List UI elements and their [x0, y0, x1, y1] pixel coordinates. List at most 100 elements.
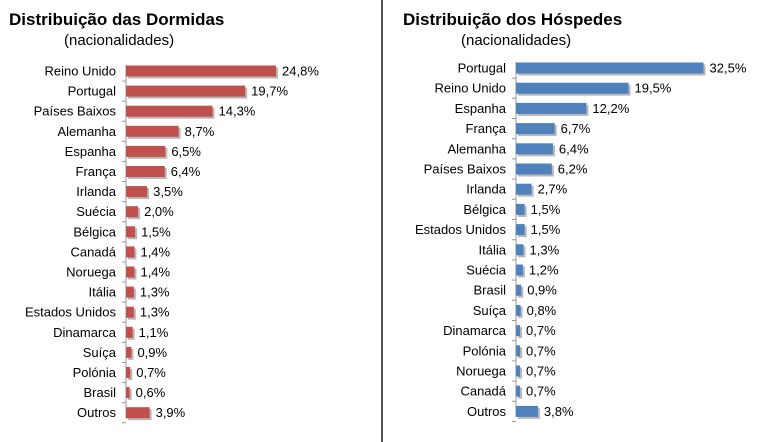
left-bar — [126, 367, 131, 378]
left-bar — [126, 266, 135, 278]
left-bar-chart: Reino Unido 24,8% Portugal 19,7% Países Baix… — [25, 64, 319, 424]
left-bar — [126, 186, 148, 198]
right-bar — [516, 143, 553, 155]
left-category-label: Dinamarca — [53, 325, 117, 340]
left-value-label: 6,4% — [171, 164, 201, 179]
right-bar — [516, 203, 525, 215]
left-category-label: Bélgica — [73, 224, 116, 239]
right-value-label: 0,7% — [526, 323, 556, 338]
left-chart-subtitle: (nacionalidades) — [64, 32, 175, 49]
left-category-label: Reino Unido — [44, 64, 116, 79]
left-bar — [126, 65, 277, 77]
right-category-label: Suécia — [466, 263, 507, 278]
right-bar — [516, 325, 521, 337]
right-value-label: 6,7% — [561, 121, 591, 136]
right-value-label: 3,8% — [544, 404, 574, 419]
right-category-label: Bélgica — [463, 202, 506, 217]
left-value-label: 0,7% — [136, 365, 166, 380]
left-bar — [126, 346, 132, 358]
right-value-label: 0,7% — [526, 364, 556, 379]
left-value-label: 3,5% — [153, 184, 183, 199]
left-value-label: 6,5% — [171, 144, 201, 159]
right-bar — [516, 62, 704, 74]
left-bar — [126, 166, 165, 177]
right-bar — [516, 284, 522, 296]
right-category-label: Brasil — [473, 283, 506, 298]
left-bar — [126, 246, 135, 258]
right-category-label: Suíça — [473, 303, 507, 318]
left-category-label: Noruega — [66, 265, 117, 280]
left-category-label: Suécia — [76, 204, 117, 219]
right-bar — [516, 244, 524, 256]
left-value-label: 1,3% — [140, 305, 170, 320]
right-value-label: 0,7% — [526, 343, 556, 358]
left-bar — [126, 387, 130, 399]
left-value-label: 0,9% — [137, 345, 167, 360]
right-chart-subtitle: (nacionalidades) — [461, 32, 572, 49]
right-value-label: 19,5% — [635, 81, 672, 96]
left-bar — [126, 125, 179, 137]
right-value-label: 32,5% — [710, 61, 747, 76]
left-value-label: 0,6% — [136, 385, 166, 400]
right-bar — [516, 345, 521, 357]
left-bar-shadow — [128, 389, 132, 401]
left-bar — [126, 85, 246, 97]
left-value-label: 1,4% — [140, 244, 170, 259]
left-category-label: França — [76, 164, 117, 179]
right-chart-panel: Distribuição dos Hóspedes (nacionalidade… — [386, 0, 759, 442]
left-category-label: Brasil — [83, 385, 116, 400]
right-chart-title: Distribuição dos Hóspedes — [403, 10, 623, 29]
panel-divider — [381, 0, 383, 442]
left-bar — [126, 286, 134, 298]
right-category-label: França — [466, 121, 507, 136]
right-bar — [516, 304, 521, 316]
right-value-label: 0,7% — [526, 384, 556, 399]
right-value-label: 1,3% — [530, 242, 560, 257]
left-category-label: Estados Unidos — [25, 305, 117, 320]
left-value-label: 1,5% — [141, 224, 171, 239]
right-bar — [516, 264, 523, 276]
right-bar — [516, 365, 521, 377]
left-chart-panel: Distribuição das Dormidas (nacionalidade… — [9, 10, 319, 424]
right-value-label: 0,8% — [527, 303, 557, 318]
left-category-label: Polónia — [73, 365, 117, 380]
right-category-label: Dinamarca — [443, 323, 507, 338]
left-value-label: 2,0% — [144, 204, 174, 219]
left-category-label: Outros — [77, 405, 117, 420]
left-bar — [126, 105, 213, 117]
right-value-label: 1,5% — [531, 202, 561, 217]
right-category-label: Irlanda — [466, 182, 507, 197]
right-value-label: 1,5% — [531, 222, 561, 237]
right-bar — [516, 163, 552, 175]
right-value-label: 2,7% — [538, 182, 568, 197]
left-value-label: 14,3% — [219, 104, 256, 119]
right-value-label: 6,4% — [559, 141, 589, 156]
right-category-label: Noruega — [456, 364, 507, 379]
left-bar — [126, 145, 166, 157]
left-category-label: Portugal — [68, 84, 117, 99]
left-category-label: Espanha — [65, 144, 117, 159]
right-category-label: Espanha — [455, 101, 507, 116]
left-bar — [126, 226, 136, 238]
right-bar — [516, 102, 587, 114]
right-value-label: 6,2% — [558, 162, 588, 177]
left-chart-title: Distribuição das Dormidas — [9, 10, 225, 29]
left-bar — [126, 326, 133, 338]
left-value-label: 1,3% — [140, 285, 170, 300]
left-bar — [126, 206, 139, 218]
right-value-label: 1,2% — [529, 263, 559, 278]
right-value-label: 0,9% — [527, 283, 557, 298]
right-value-label: 12,2% — [592, 101, 629, 116]
left-value-label: 19,7% — [251, 84, 288, 99]
right-bar-chart: Portugal 32,5% Reino Unido 19,5% Espanha 12,2… — [415, 61, 747, 422]
left-category-label: Suíça — [83, 345, 117, 360]
right-category-label: Reino Unido — [434, 81, 506, 96]
right-category-label: Canadá — [460, 384, 506, 399]
left-value-label: 1,4% — [140, 265, 170, 280]
left-category-label: Itália — [89, 285, 117, 300]
left-category-label: Países Baixos — [34, 104, 117, 119]
right-bar — [516, 123, 555, 135]
left-value-label: 24,8% — [282, 64, 319, 79]
right-category-label: Estados Unidos — [415, 222, 507, 237]
right-bar — [516, 385, 521, 397]
